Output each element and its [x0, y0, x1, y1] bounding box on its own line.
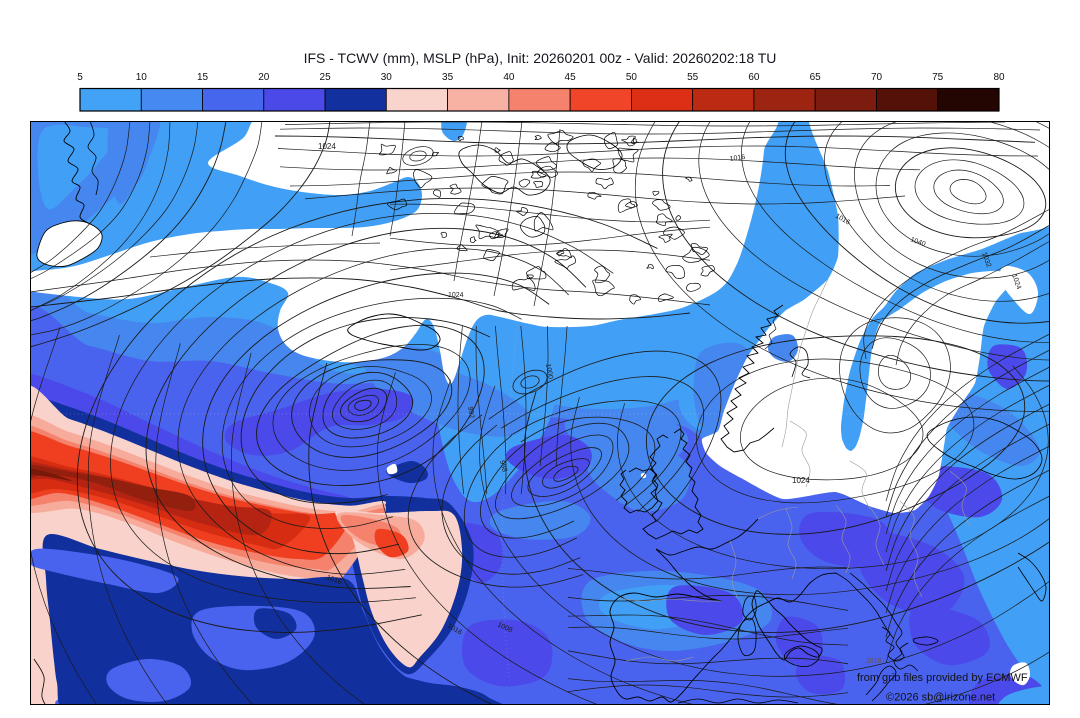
svg-text:10: 10 [136, 72, 148, 83]
svg-text:75: 75 [932, 72, 944, 83]
svg-text:40: 40 [503, 72, 515, 83]
svg-text:80: 80 [993, 72, 1005, 83]
svg-text:55: 55 [687, 72, 699, 83]
svg-text:30: 30 [381, 72, 393, 83]
svg-text:20: 20 [258, 72, 270, 83]
svg-text:65: 65 [810, 72, 822, 83]
svg-text:1016: 1016 [325, 574, 342, 586]
svg-text:35: 35 [442, 72, 454, 83]
svg-text:1016: 1016 [729, 154, 746, 163]
svg-text:1040: 1040 [909, 236, 926, 248]
svg-text:50: 50 [626, 72, 638, 83]
svg-text:1032: 1032 [980, 251, 992, 268]
svg-text:©2026 sb@irizone.net: ©2026 sb@irizone.net [886, 692, 995, 704]
svg-text:60: 60 [748, 72, 760, 83]
svg-text:1016: 1016 [866, 658, 882, 665]
svg-text:45: 45 [565, 72, 577, 83]
svg-text:1024: 1024 [318, 142, 336, 151]
svg-text:992: 992 [466, 406, 475, 419]
svg-text:1000: 1000 [544, 363, 554, 380]
svg-text:1024: 1024 [792, 476, 810, 485]
svg-text:1024: 1024 [448, 292, 464, 299]
svg-text:from grib files provided by EC: from grib files provided by ECMWF [857, 672, 1028, 684]
svg-text:70: 70 [871, 72, 883, 83]
svg-text:1024: 1024 [1010, 273, 1022, 290]
svg-text:5: 5 [77, 72, 83, 83]
svg-text:25: 25 [320, 72, 332, 83]
svg-text:15: 15 [197, 72, 209, 83]
svg-text:988: 988 [498, 460, 508, 473]
